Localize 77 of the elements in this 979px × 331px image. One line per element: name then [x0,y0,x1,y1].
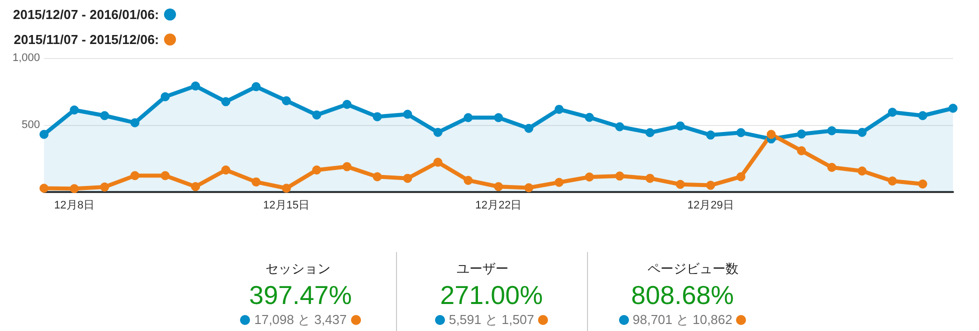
point [403,110,412,119]
point [676,180,685,189]
text: ページビュー数 [646,260,740,278]
point [191,182,200,192]
point [615,172,624,181]
point [584,112,594,122]
text: 271.00% [439,280,544,311]
point [464,176,473,185]
point [918,111,928,120]
point [736,128,746,138]
point [403,174,412,183]
point [433,158,442,167]
point [858,128,867,137]
text: 397.47% [248,280,353,311]
point [827,126,836,136]
point [918,179,928,188]
point [827,162,836,172]
point [706,130,716,140]
point [888,176,897,186]
point [797,129,806,138]
point [160,171,170,180]
point [100,182,110,192]
point [676,121,685,130]
point [70,105,79,114]
x-tick-label: 12月8日 [54,200,94,212]
point [797,146,806,156]
point [948,104,958,113]
point [70,184,79,194]
point [160,92,170,102]
point [494,182,503,192]
point [40,130,48,139]
point [252,82,261,92]
point [646,128,654,138]
point [888,108,897,117]
point [584,172,594,182]
point [40,184,48,193]
text: セッション [264,260,332,278]
point [494,113,503,122]
point [706,180,716,190]
y-tick-label: 500 [22,119,40,131]
legend-label: 2015/12/07 - 2016/01/06: [12,7,160,22]
point [858,166,867,176]
point [524,124,534,133]
point [312,166,322,175]
point [282,184,291,193]
point [221,166,230,175]
x-tick-label: 12月22日 [475,200,522,212]
point [312,110,322,120]
x-tick-label: 12月15日 [263,200,310,212]
x-tick-label: 12月29日 [687,200,734,212]
point [342,162,352,172]
text: 17,098 と 3,437 [253,311,348,329]
text: 808.68% [630,280,735,311]
point [282,96,291,106]
point [646,174,654,183]
text: 5,591 と 1,507 [448,311,536,329]
point [766,130,776,139]
point [130,118,140,128]
point [130,171,140,180]
point [191,82,200,91]
point [464,113,473,122]
point [736,172,746,182]
point [342,100,352,109]
point [372,112,382,122]
point [524,183,534,192]
legend-label: 2015/11/07 - 2015/12/06: [14,32,160,47]
point [100,111,110,120]
point [554,104,564,114]
point [433,128,442,137]
y-tick-label: 1,000 [12,52,40,64]
point [221,97,230,106]
point [615,122,624,132]
text: ユーザー [456,260,510,278]
point [252,177,261,186]
point [372,172,382,182]
point [554,178,564,187]
text: 98,701 と 10,862 [632,311,734,329]
